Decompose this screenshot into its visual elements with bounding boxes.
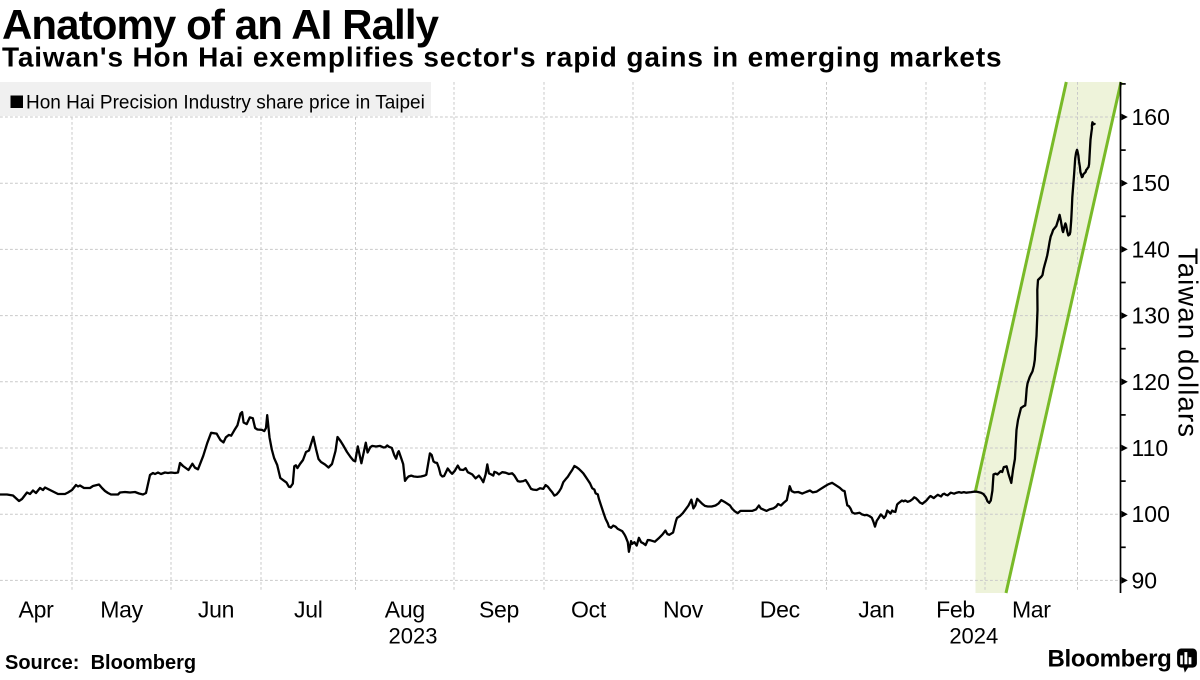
svg-text:Taiwan dollars: Taiwan dollars bbox=[1173, 248, 1200, 438]
svg-text:90: 90 bbox=[1132, 567, 1158, 593]
svg-text:Jul: Jul bbox=[294, 597, 323, 623]
svg-text:Dec: Dec bbox=[760, 597, 800, 623]
svg-text:140: 140 bbox=[1132, 236, 1170, 262]
svg-text:Apr: Apr bbox=[19, 597, 55, 623]
svg-text:Sep: Sep bbox=[479, 597, 519, 623]
svg-text:Jan: Jan bbox=[858, 597, 894, 623]
svg-text:2023: 2023 bbox=[389, 624, 438, 649]
svg-text:Jun: Jun bbox=[198, 597, 234, 623]
svg-text:Nov: Nov bbox=[663, 597, 704, 623]
svg-text:Oct: Oct bbox=[571, 597, 607, 623]
svg-text:Taiwan's Hon Hai exemplifies s: Taiwan's Hon Hai exemplifies sector's ra… bbox=[2, 42, 1002, 73]
svg-text:Feb: Feb bbox=[936, 597, 975, 623]
svg-text:Aug: Aug bbox=[385, 597, 425, 623]
svg-text:160: 160 bbox=[1132, 104, 1170, 130]
svg-text:May: May bbox=[100, 597, 143, 623]
svg-text:Hon Hai Precision Industry sha: Hon Hai Precision Industry share price i… bbox=[26, 93, 425, 114]
svg-text:150: 150 bbox=[1132, 170, 1170, 196]
svg-text:100: 100 bbox=[1132, 501, 1170, 527]
svg-text:110: 110 bbox=[1132, 435, 1169, 461]
svg-text:Mar: Mar bbox=[1012, 597, 1051, 623]
svg-text:130: 130 bbox=[1132, 303, 1170, 329]
svg-text:Source: Bloomberg: Source: Bloomberg bbox=[5, 652, 196, 674]
svg-text:Bloomberg: Bloomberg bbox=[1048, 646, 1172, 673]
svg-text:120: 120 bbox=[1132, 369, 1170, 395]
svg-text:2024: 2024 bbox=[949, 624, 998, 649]
